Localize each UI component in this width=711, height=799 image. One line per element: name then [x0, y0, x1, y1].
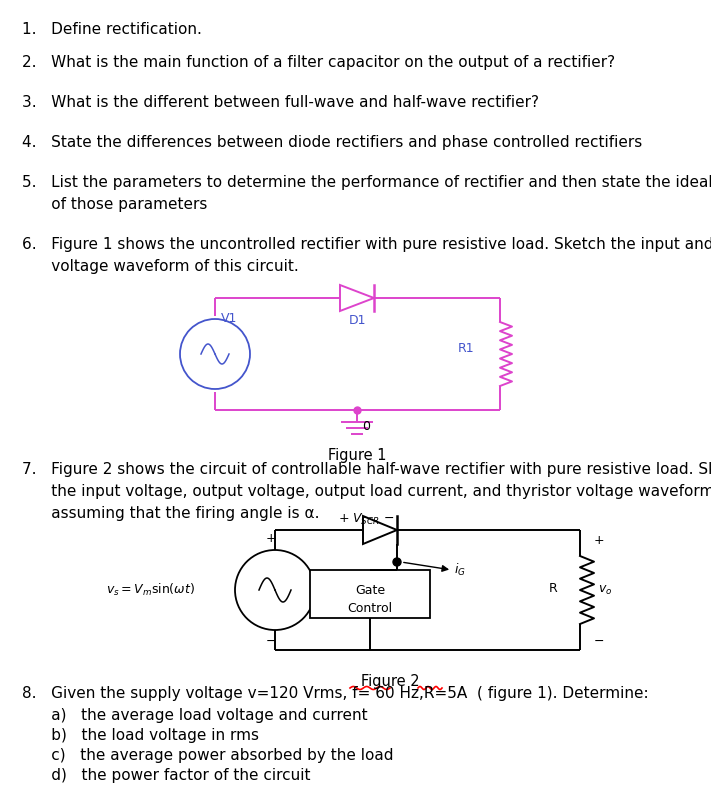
Text: a)   the average load voltage and current: a) the average load voltage and current [22, 708, 368, 723]
Text: +: + [266, 532, 277, 545]
Text: 5.   List the parameters to determine the performance of rectifier and then stat: 5. List the parameters to determine the … [22, 175, 711, 190]
Text: −: − [266, 635, 277, 648]
Text: c)   the average power absorbed by the load: c) the average power absorbed by the loa… [22, 748, 393, 763]
Text: 6.   Figure 1 shows the uncontrolled rectifier with pure resistive load. Sketch : 6. Figure 1 shows the uncontrolled recti… [22, 237, 711, 252]
Text: 0: 0 [362, 420, 370, 433]
Text: voltage waveform of this circuit.: voltage waveform of this circuit. [22, 259, 299, 274]
Text: 8.   Given the supply voltage v=120 Vrms, f= 60 Hz,R=5A  ( figure 1). Determine:: 8. Given the supply voltage v=120 Vrms, … [22, 686, 648, 701]
Text: Figure 1: Figure 1 [328, 448, 387, 463]
Text: +: + [594, 534, 604, 547]
Text: of those parameters: of those parameters [22, 197, 208, 212]
Text: $v_o$: $v_o$ [598, 583, 612, 597]
Text: R: R [550, 582, 558, 595]
Text: $v_s = V_m \sin(\omega t)$: $v_s = V_m \sin(\omega t)$ [106, 582, 195, 598]
Text: 1.   Define rectification.: 1. Define rectification. [22, 22, 202, 37]
Text: the input voltage, output voltage, output load current, and thyristor voltage wa: the input voltage, output voltage, outpu… [22, 484, 711, 499]
Circle shape [393, 558, 401, 566]
Text: −: − [594, 635, 604, 648]
Text: 4.   State the differences between diode rectifiers and phase controlled rectifi: 4. State the differences between diode r… [22, 135, 642, 150]
Text: 7.   Figure 2 shows the circuit of controllable half-wave rectifier with pure re: 7. Figure 2 shows the circuit of control… [22, 462, 711, 477]
Text: R1: R1 [458, 342, 475, 355]
Text: assuming that the firing angle is α.: assuming that the firing angle is α. [22, 506, 319, 521]
Text: Control: Control [348, 602, 392, 615]
Text: d)   the power factor of the circuit: d) the power factor of the circuit [22, 768, 311, 783]
Text: D1: D1 [349, 314, 366, 327]
Text: Gate: Gate [355, 584, 385, 597]
Text: 2.   What is the main function of a filter capacitor on the output of a rectifie: 2. What is the main function of a filter… [22, 55, 615, 70]
Text: Figure 2: Figure 2 [360, 674, 419, 689]
Text: V1: V1 [221, 312, 237, 325]
Text: $i_G$: $i_G$ [454, 562, 466, 578]
Text: + $V_{SCR}$ −: + $V_{SCR}$ − [338, 512, 394, 527]
Text: 3.   What is the different between full-wave and half-wave rectifier?: 3. What is the different between full-wa… [22, 95, 539, 110]
Text: b)   the load voltage in rms: b) the load voltage in rms [22, 728, 259, 743]
Bar [310, 570, 430, 618]
